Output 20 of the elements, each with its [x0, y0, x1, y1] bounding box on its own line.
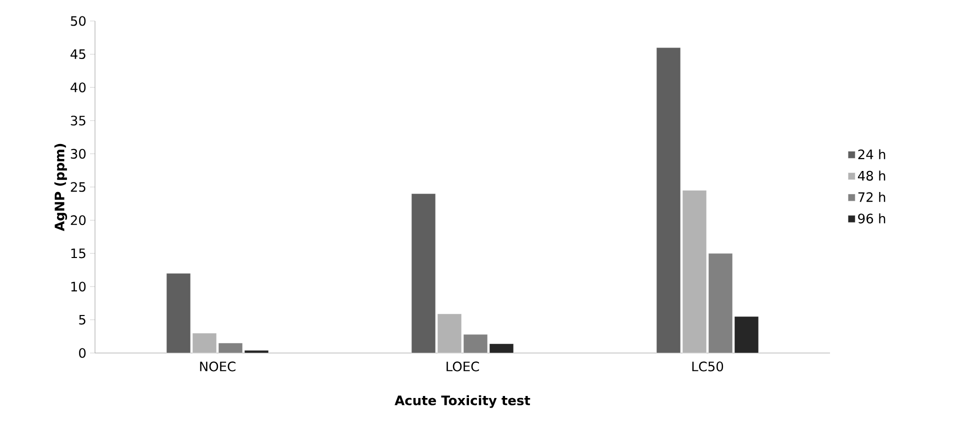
legend-label: 72 h — [858, 192, 886, 202]
x-axis-title: Acute Toxicity test — [394, 395, 530, 408]
y-tick-label: 45 — [70, 49, 86, 60]
x-tick-label: NOEC — [200, 362, 236, 372]
y-tick-label: 35 — [70, 116, 86, 126]
legend-label: 24 h — [858, 149, 886, 160]
y-axis-title: AgNP (ppm) — [54, 144, 68, 232]
y-tick-label: 10 — [71, 282, 86, 292]
y-tick-label: 20 — [70, 215, 86, 226]
y-tick-label: 5 — [79, 314, 86, 325]
y-tick-label: 50 — [70, 16, 86, 26]
y-tick-label: 15 — [71, 248, 86, 258]
legend-label: 48 h — [858, 170, 886, 181]
x-tick-label: LOEC — [446, 362, 479, 372]
legend-label: 96 h — [858, 213, 886, 224]
x-tick-label: LC50 — [692, 362, 724, 372]
y-tick-label: 30 — [70, 148, 86, 159]
y-tick-label: 0 — [79, 348, 86, 358]
y-tick-label: 25 — [70, 182, 86, 192]
y-tick-label: 40 — [70, 82, 86, 92]
